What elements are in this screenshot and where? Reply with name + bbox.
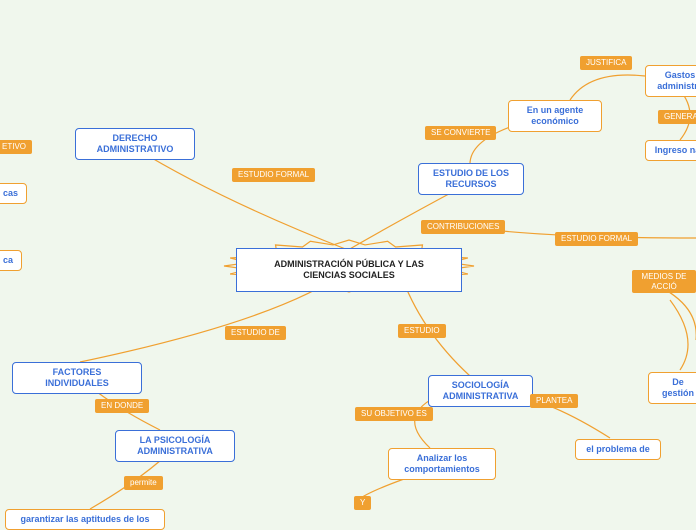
- node-gastos: Gastos administra: [645, 65, 696, 97]
- node-ca: ca: [0, 250, 22, 271]
- center-node: ADMINISTRACIÓN PÚBLICA Y LAS CIENCIAS SO…: [236, 248, 462, 292]
- node-ingreso: Ingreso nac: [645, 140, 696, 161]
- node-derecho: DERECHO ADMINISTRATIVO: [75, 128, 195, 160]
- node-recursos: ESTUDIO DE LOS RECURSOS: [418, 163, 524, 195]
- node-factores: FACTORES INDIVIDUALES: [12, 362, 142, 394]
- node-garantizar: garantizar las aptitudes de los: [5, 509, 165, 530]
- mindmap-diagram: ADMINISTRACIÓN PÚBLICA Y LAS CIENCIAS SO…: [0, 0, 696, 520]
- label-estudiode: ESTUDIO DE: [225, 326, 286, 340]
- label-permite: permite: [124, 476, 163, 490]
- node-etivo: ETIVO: [0, 140, 32, 154]
- center-title: ADMINISTRACIÓN PÚBLICA Y LAS CIENCIAS SO…: [274, 259, 424, 280]
- node-analizar: Analizar los comportamientos: [388, 448, 496, 480]
- node-cas: cas: [0, 183, 27, 204]
- node-agente: En un agente económico: [508, 100, 602, 132]
- label-plantea: PLANTEA: [530, 394, 578, 408]
- label-formal1: ESTUDIO FORMAL: [232, 168, 315, 182]
- label-donde: EN DONDE: [95, 399, 149, 413]
- label-medios: MEDIOS DE ACCIÓ: [632, 270, 696, 293]
- label-estudio: ESTUDIO: [398, 324, 446, 338]
- node-gestion: De gestión: [648, 372, 696, 404]
- label-justifica: JUSTIFICA: [580, 56, 632, 70]
- node-psico: LA PSICOLOGÍA ADMINISTRATIVA: [115, 430, 235, 462]
- label-objetivo: SU OBJETIVO ES: [355, 407, 433, 421]
- label-contrib: CONTRIBUCIONES: [421, 220, 505, 234]
- label-generalm: GENERALM: [658, 110, 696, 124]
- label-convierte: SE CONVIERTE: [425, 126, 496, 140]
- node-socio: SOCIOLOGÍA ADMINISTRATIVA: [428, 375, 533, 407]
- node-problema: el problema de: [575, 439, 661, 460]
- label-y: Y: [354, 496, 371, 510]
- label-formal2: ESTUDIO FORMAL: [555, 232, 638, 246]
